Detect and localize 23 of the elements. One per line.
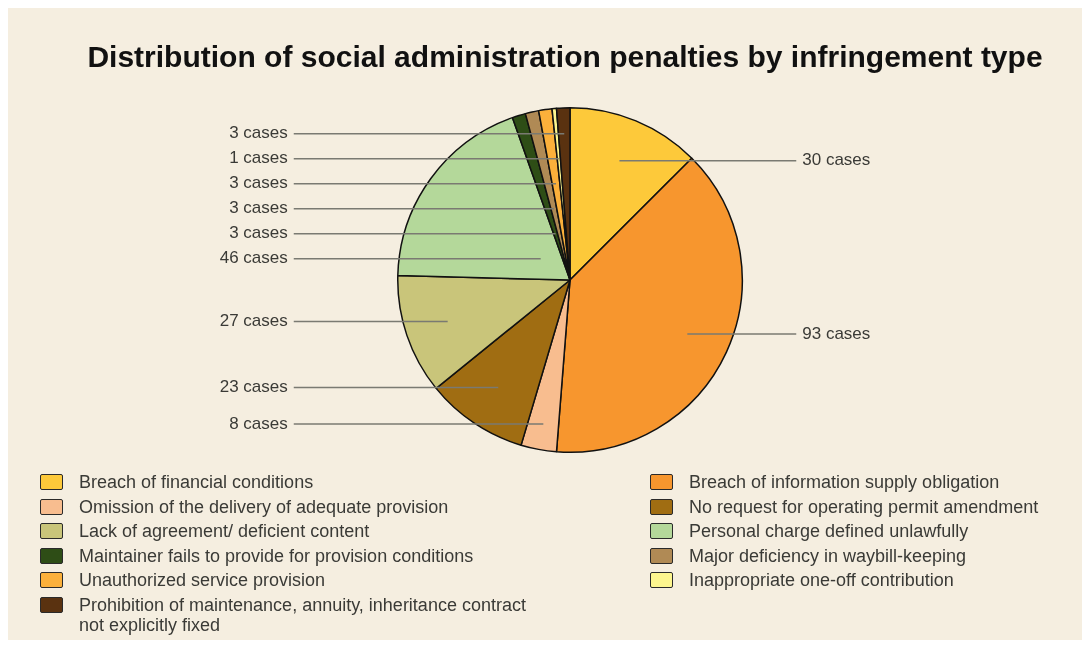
data-label: 30 cases: [802, 150, 871, 170]
legend-label: Breach of information supply obligation: [689, 472, 1000, 492]
data-label: 3 cases: [229, 123, 288, 143]
legend-label: Maintainer fails to provide for provision conditions: [79, 545, 474, 566]
data-label: 3 cases: [229, 198, 288, 218]
data-label: 3 cases: [229, 223, 288, 243]
legend-label: Omission of the delivery of adequate provision: [79, 496, 449, 517]
chart-title: Distribution of social administration penalties by infringement type: [86, 39, 1044, 74]
legend-label: Major deficiency in waybill-keeping: [689, 545, 967, 566]
legend-label: No request for operating permit amendment: [689, 496, 1039, 517]
legend-label: Prohibition of maintenance, annuity, inheritance contract not explicitly fixed: [79, 594, 527, 635]
data-label: 1 cases: [229, 148, 288, 168]
legend-label: Personal charge defined unlawfully: [689, 521, 969, 541]
legend-label: Lack of agreement/ deficient content: [79, 521, 370, 541]
data-label: 27 cases: [219, 311, 288, 331]
data-label: 3 cases: [229, 173, 288, 193]
data-label: 93 cases: [802, 323, 871, 343]
legend-label: Unauthorized service provision: [79, 570, 326, 590]
legend-label: Inappropriate one-off contribution: [689, 570, 954, 590]
data-label: 46 cases: [219, 248, 288, 268]
legend-label: Breach of financial conditions: [79, 472, 314, 492]
data-label: 8 cases: [229, 413, 288, 433]
data-label: 23 cases: [219, 377, 288, 397]
